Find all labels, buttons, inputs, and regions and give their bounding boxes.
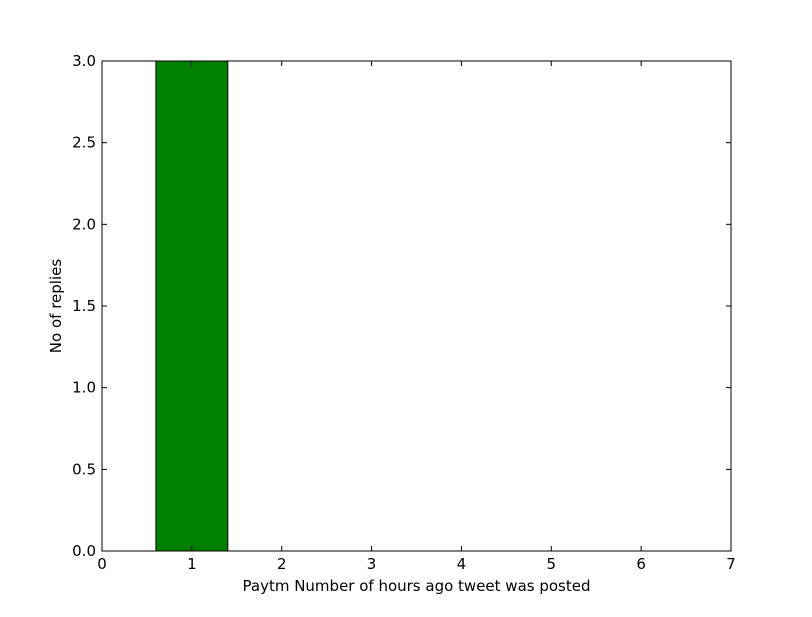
bars-layer xyxy=(155,60,229,552)
y-tick-label: 0.0 xyxy=(72,542,96,560)
x-axis-label: Paytm Number of hours ago tweet was post… xyxy=(243,577,591,595)
y-tick-label: 0.5 xyxy=(72,460,96,478)
x-tick-label: 3 xyxy=(367,555,377,573)
y-tick-label: 2.0 xyxy=(72,215,96,233)
bar xyxy=(155,60,229,552)
x-tick-label: 4 xyxy=(457,555,467,573)
x-tick-label: 2 xyxy=(277,555,287,573)
y-tick-label: 1.5 xyxy=(72,297,96,315)
x-tick-label: 5 xyxy=(547,555,557,573)
y-tick-label: 3.0 xyxy=(72,52,96,70)
y-axis-label: No of replies xyxy=(47,259,65,354)
x-tick-label: 0 xyxy=(97,555,107,573)
y-tick-label: 2.5 xyxy=(72,134,96,152)
x-tick-label: 7 xyxy=(726,555,736,573)
y-tick-label: 1.0 xyxy=(72,379,96,397)
x-tick-label: 6 xyxy=(636,555,646,573)
plot-frame xyxy=(101,60,732,552)
x-tick-label: 1 xyxy=(187,555,197,573)
